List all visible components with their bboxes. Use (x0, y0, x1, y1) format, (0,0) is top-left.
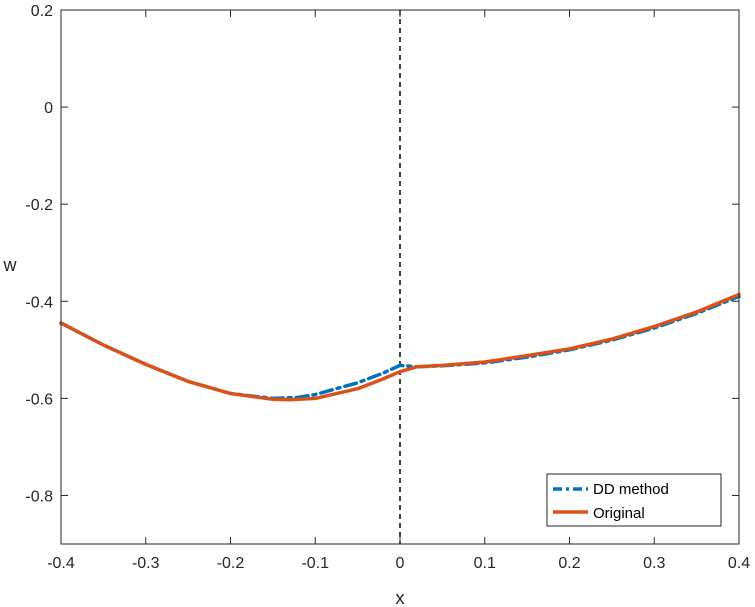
axis-tick-labels: -0.4 -0.3 -0.2 -0.1 0 0.1 0.2 0.3 0.4 -0.8 -0.6 -0.… (25, 3, 750, 572)
y-tick-label: 0.2 (31, 3, 53, 20)
plot-content (59, 10, 741, 544)
y-tick-label: -0.2 (25, 197, 53, 214)
legend: DD method Original (546, 473, 722, 527)
x-tick-label: 0.1 (474, 555, 496, 572)
x-tick-label: -0.2 (217, 555, 245, 572)
x-tick-label: 0.3 (643, 555, 665, 572)
axis-ticks (60, 9, 740, 544)
x-tick-label: 0 (396, 555, 405, 572)
y-tick-label: 0 (44, 100, 53, 117)
x-tick-label: 0.2 (558, 555, 580, 572)
y-tick-label: -0.8 (25, 488, 53, 505)
x-tick-label: -0.1 (301, 555, 329, 572)
legend-box (546, 473, 722, 527)
legend-label-original: Original (593, 505, 645, 522)
x-axis-label: x (396, 588, 405, 607)
series-line-original (59, 292, 741, 402)
legend-label-dd-method: DD method (593, 481, 669, 498)
x-tick-label: -0.3 (132, 555, 160, 572)
y-tick-label: -0.6 (25, 391, 53, 408)
y-tick-label: -0.4 (25, 294, 53, 311)
x-tick-label: -0.4 (47, 555, 75, 572)
y-axis-label: w (3, 255, 18, 275)
x-tick-label: 0.4 (728, 555, 750, 572)
